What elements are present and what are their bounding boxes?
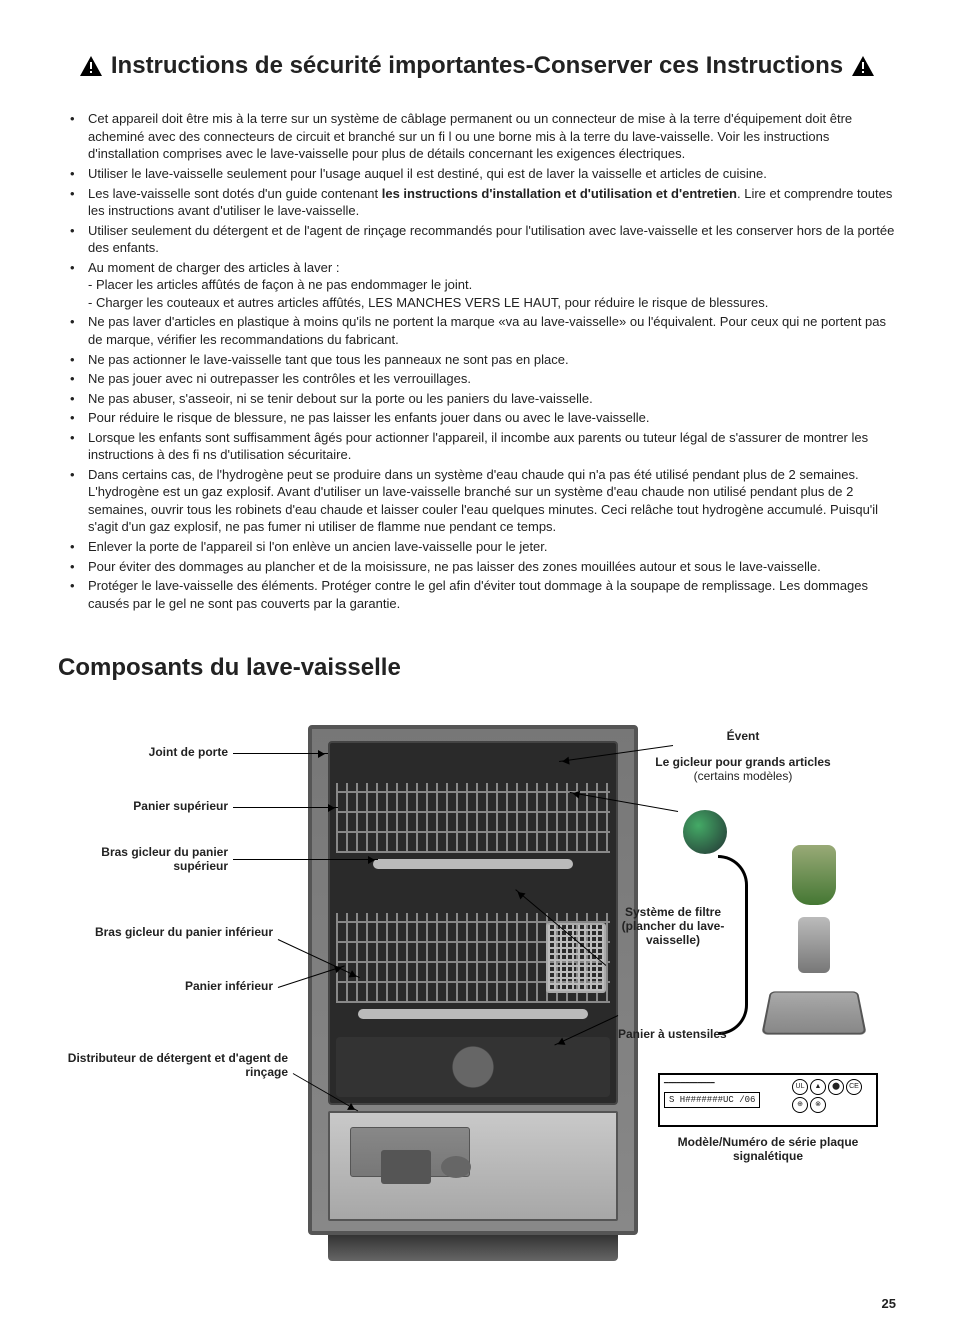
safety-bullet: Utiliser seulement du détergent et de l'… [58, 222, 896, 257]
safety-bullet: Au moment de charger des articles à lave… [58, 259, 896, 312]
safety-bullet: Lorsque les enfants sont suffisamment âg… [58, 429, 896, 464]
safety-title-text: Instructions de sécurité importantes-Con… [111, 50, 843, 82]
toe-kick-graphic [328, 1235, 618, 1261]
upper-spray-arm-graphic [373, 859, 573, 869]
safety-bullet: Pour éviter des dommages au plancher et … [58, 558, 896, 576]
label-tall-spray-l1: Le gicleur pour grands articles [655, 755, 830, 769]
label-vent-text: Évent [727, 729, 760, 743]
label-door-seal: Joint de porte [58, 745, 228, 759]
rating-plate-graphic: ━━━━━━━━━━━━ S H#######UC /06 UL▲⬤CE⊕⊗ [658, 1073, 878, 1127]
rating-model-number: S H#######UC /06 [664, 1092, 760, 1108]
safety-bullet: Ne pas actionner le lave-vaisselle tant … [58, 351, 896, 369]
warning-icon [851, 55, 875, 77]
leader-door-seal [233, 753, 328, 754]
filter-cylinder-graphic [798, 917, 830, 973]
safety-bullet: Utiliser le lave-vaisselle seulement pou… [58, 165, 896, 183]
leader-upper-rack [233, 807, 338, 808]
label-dispenser: Distributeur de détergent et d'agent de … [58, 1051, 288, 1080]
components-title: Composants du lave-vaisselle [58, 652, 896, 684]
safety-bullet: Ne pas abuser, s'asseoir, ni se tenir de… [58, 390, 896, 408]
filter-parts-graphic [758, 845, 868, 1045]
safety-bullet: Les lave-vaisselle sont dotés d'un guide… [58, 185, 896, 220]
safety-bullet: Cet appareil doit être mis à la terre su… [58, 110, 896, 163]
label-lower-rack: Panier inférieur [58, 979, 273, 993]
filter-cup-graphic [792, 845, 836, 905]
door-panel-graphic [350, 1127, 470, 1177]
label-upper-spray: Bras gicleur du panier supérieur [58, 845, 228, 874]
leader-upper-spray [233, 859, 378, 860]
label-utensil: Panier à ustensiles [618, 1027, 818, 1041]
label-tall-spray: Le gicleur pour grands articles (certain… [648, 755, 838, 784]
safety-bullet-sub: - Placer les articles affûtés de façon à… [88, 276, 896, 294]
safety-bullet-sub: - Charger les couteaux et autres article… [88, 294, 896, 312]
label-lower-spray: Bras gicleur du panier inférieur [58, 925, 273, 939]
label-tall-spray-note: (certains modèles) [694, 769, 793, 783]
safety-bullet: Pour réduire le risque de blessure, ne p… [58, 409, 896, 427]
safety-bullet: Enlever la porte de l'appareil si l'on e… [58, 538, 896, 556]
label-filter: Système de filtre (plancher du lave-vais… [608, 905, 738, 948]
label-upper-rack: Panier supérieur [58, 799, 228, 813]
safety-title: Instructions de sécurité importantes-Con… [58, 50, 896, 82]
dishwasher-diagram: ━━━━━━━━━━━━ S H#######UC /06 UL▲⬤CE⊕⊗ J… [58, 715, 896, 1275]
safety-bullet: Dans certains cas, de l'hydrogène peut s… [58, 466, 896, 536]
safety-bullet: Ne pas laver d'articles en plastique à m… [58, 313, 896, 348]
dispenser-graphic [381, 1150, 431, 1184]
safety-bullet: Protéger le lave-vaisselle des éléments.… [58, 577, 896, 612]
warning-icon [79, 55, 103, 77]
safety-bullet-list: Cet appareil doit être mis à la terre su… [58, 110, 896, 612]
rating-icons: UL▲⬤CE⊕⊗ [792, 1079, 872, 1121]
label-vent: Évent [658, 729, 828, 743]
cavity-floor-graphic [336, 1037, 610, 1097]
door-graphic [328, 1111, 618, 1221]
safety-bullet: Ne pas jouer avec ni outrepasser les con… [58, 370, 896, 388]
page-number: 25 [58, 1295, 896, 1313]
lower-spray-arm-graphic [358, 1009, 588, 1019]
vent-sprayer-graphic [683, 810, 727, 854]
label-rating: Modèle/Numéro de série plaque signalétiq… [668, 1135, 868, 1164]
